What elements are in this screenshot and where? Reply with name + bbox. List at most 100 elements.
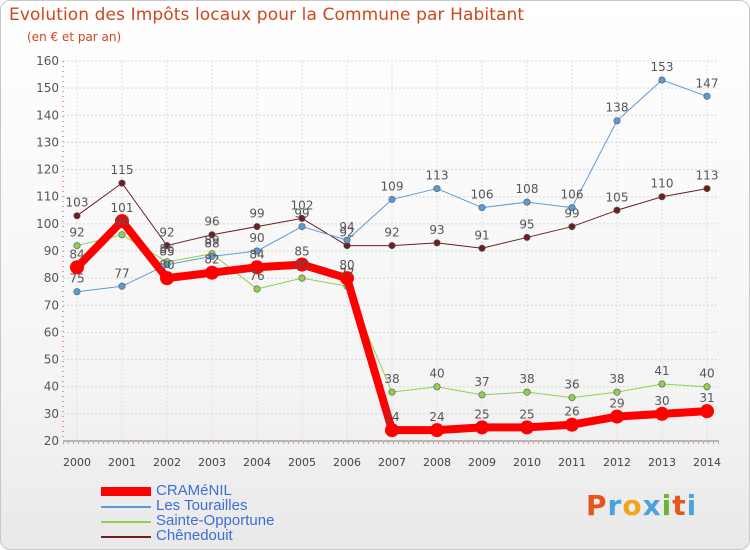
data-point-les-tourailles [388,195,396,203]
legend-label: Chênedouit [156,527,233,544]
data-point-les-tourailles [478,204,486,212]
legend-swatch [101,506,151,508]
data-point-les-tourailles [343,236,351,244]
data-point-cram-nil [250,260,264,275]
data-label-cram-nil: 80 [159,258,174,272]
data-point-les-tourailles [703,92,711,100]
data-point-cram-nil [385,423,399,438]
data-point-sainte-opportune [478,391,486,399]
data-point-cram-nil [520,420,534,435]
x-tick-label: 2001 [108,456,136,469]
x-tick-label: 2010 [513,456,541,469]
data-label-ch-nedouit: 96 [204,215,219,229]
logo-letter: t [672,489,687,522]
data-label-ch-nedouit: 110 [651,177,674,191]
data-point-sainte-opportune [253,285,261,293]
data-label-cram-nil: 25 [474,407,489,421]
data-point-ch-nedouit [253,223,261,231]
data-label-sainte-opportune: 96 [114,215,129,229]
data-label-sainte-opportune: 80 [294,258,309,272]
data-label-ch-nedouit: 95 [519,217,534,231]
data-label-cram-nil: 101 [111,201,134,215]
y-tick-label: 130 [36,135,59,149]
data-point-sainte-opportune [613,388,621,396]
data-label-cram-nil: 26 [564,405,579,419]
data-point-sainte-opportune [388,388,396,396]
data-label-les-tourailles: 109 [381,179,404,193]
data-label-les-tourailles: 77 [114,266,129,280]
data-label-les-tourailles: 153 [651,60,674,74]
data-point-cram-nil [295,257,309,272]
y-tick-label: 110 [36,190,59,204]
data-label-les-tourailles: 85 [159,245,174,259]
x-tick-label: 2005 [288,456,316,469]
data-label-ch-nedouit: 99 [564,207,579,221]
data-label-les-tourailles: 75 [69,272,84,286]
data-point-les-tourailles [433,185,441,193]
data-label-cram-nil: 84 [249,247,264,261]
data-label-les-tourailles: 88 [204,236,219,250]
data-label-sainte-opportune: 92 [69,226,84,240]
legend-label: CRAMéNIL [156,482,232,499]
y-tick-label: 140 [36,108,59,122]
y-tick-label: 100 [36,217,59,231]
legend-label: Les Tourailles [156,497,248,514]
chart-title: Evolution des Impôts locaux pour la Comm… [9,5,525,25]
data-point-ch-nedouit [478,244,486,252]
data-label-cram-nil: 25 [519,407,534,421]
data-label-ch-nedouit: 99 [249,207,264,221]
data-point-sainte-opportune [658,380,666,388]
x-tick-label: 2007 [378,456,406,469]
y-tick-label: 150 [36,81,59,95]
data-point-ch-nedouit [208,231,216,239]
data-label-cram-nil: 29 [609,397,624,411]
data-point-ch-nedouit [703,185,711,193]
x-tick-label: 2002 [153,456,181,469]
data-label-ch-nedouit: 115 [111,163,134,177]
x-tick-label: 2004 [243,456,271,469]
data-point-ch-nedouit [73,212,81,220]
y-tick-label: 160 [36,54,59,68]
y-tick-label: 60 [44,325,59,339]
logo-letter: r [607,489,623,522]
data-label-ch-nedouit: 93 [429,223,444,237]
data-point-cram-nil [655,406,669,421]
y-tick-label: 40 [44,380,59,394]
x-tick-label: 2006 [333,456,361,469]
data-label-sainte-opportune: 40 [429,367,444,381]
data-point-les-tourailles [253,247,261,255]
data-point-sainte-opportune [703,383,711,391]
data-point-sainte-opportune [298,274,306,282]
data-label-ch-nedouit: 113 [696,169,719,183]
data-label-cram-nil: 24 [429,410,444,424]
data-label-les-tourailles: 138 [606,101,629,115]
data-label-sainte-opportune: 41 [654,364,669,378]
y-tick-label: 120 [36,163,59,177]
data-label-sainte-opportune: 77 [339,266,354,280]
data-label-sainte-opportune: 38 [519,372,534,386]
data-point-cram-nil [565,417,579,432]
data-point-cram-nil [160,271,174,286]
data-label-sainte-opportune: 36 [564,378,579,392]
x-tick-label: 2000 [63,456,91,469]
data-label-sainte-opportune: 76 [249,269,264,283]
data-point-ch-nedouit [568,223,576,231]
data-label-cram-nil: 31 [699,391,714,405]
data-label-les-tourailles: 147 [696,76,719,90]
data-label-sainte-opportune: 40 [699,367,714,381]
legend-swatch [101,487,151,496]
data-point-cram-nil [700,404,714,419]
data-label-sainte-opportune: 38 [609,372,624,386]
data-point-ch-nedouit [118,179,126,187]
logo-letter: x [642,489,662,522]
data-point-les-tourailles [208,252,216,260]
data-point-les-tourailles [73,288,81,296]
y-tick-label: 90 [44,244,59,258]
data-label-les-tourailles: 108 [516,182,539,196]
data-point-cram-nil [610,409,624,424]
y-tick-label: 50 [44,353,59,367]
x-tick-label: 2012 [603,456,631,469]
data-point-cram-nil [340,271,354,286]
data-label-cram-nil: 84 [69,247,84,261]
